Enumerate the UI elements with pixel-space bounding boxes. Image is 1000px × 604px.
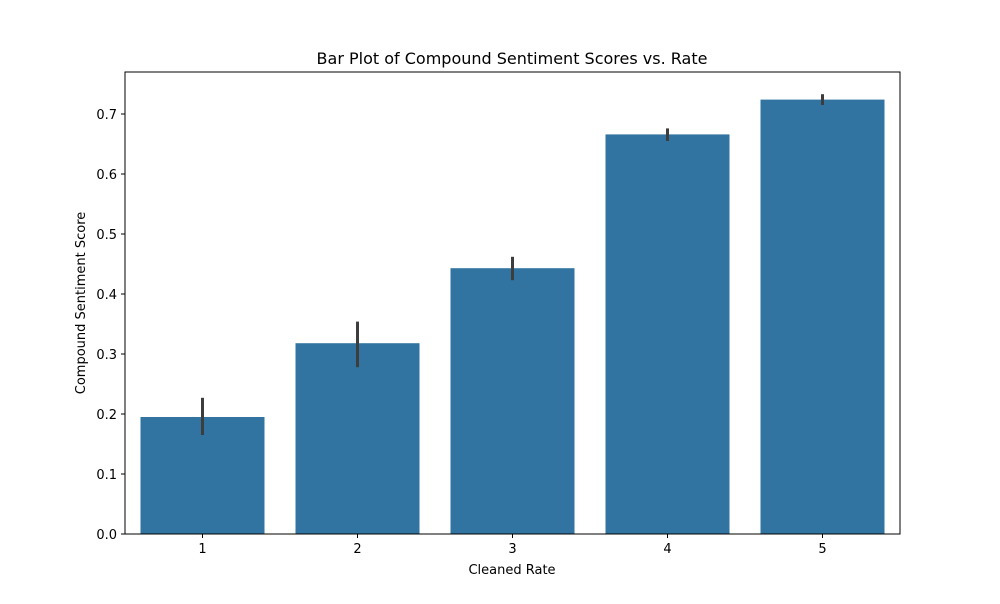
y-tick-label: 0.6 — [96, 168, 117, 183]
x-tick-label-2: 2 — [353, 542, 361, 557]
y-tick-label: 0.5 — [96, 228, 117, 243]
y-tick-label: 0.0 — [96, 528, 117, 543]
error-bars-layer — [201, 94, 824, 435]
y-axis: 0.0 0.1 0.2 0.3 0.4 0.5 0.6 0.7 — [96, 108, 125, 543]
x-axis: 1 2 3 4 5 — [198, 534, 827, 557]
x-tick-label-1: 1 — [198, 542, 206, 557]
y-tick-label: 0.3 — [96, 348, 117, 363]
bar-2 — [295, 343, 420, 534]
x-tick-label-4: 4 — [663, 542, 671, 557]
x-axis-label: Cleaned Rate — [468, 563, 555, 578]
chart-title: Bar Plot of Compound Sentiment Scores vs… — [317, 49, 708, 68]
plot-frame — [124, 71, 901, 535]
x-tick-label-3: 3 — [508, 542, 516, 557]
y-tick-label: 0.2 — [96, 408, 117, 423]
bar-3 — [450, 268, 575, 534]
bar-1 — [140, 417, 265, 534]
y-axis-label: Compound Sentiment Score — [74, 212, 89, 395]
y-tick-label: 0.7 — [96, 108, 117, 123]
bars-layer — [140, 99, 885, 534]
x-tick-label-5: 5 — [818, 542, 826, 557]
bar-4 — [605, 134, 730, 534]
y-tick-label: 0.4 — [96, 288, 117, 303]
y-tick-label: 0.1 — [96, 468, 117, 483]
bar-5 — [760, 99, 885, 534]
